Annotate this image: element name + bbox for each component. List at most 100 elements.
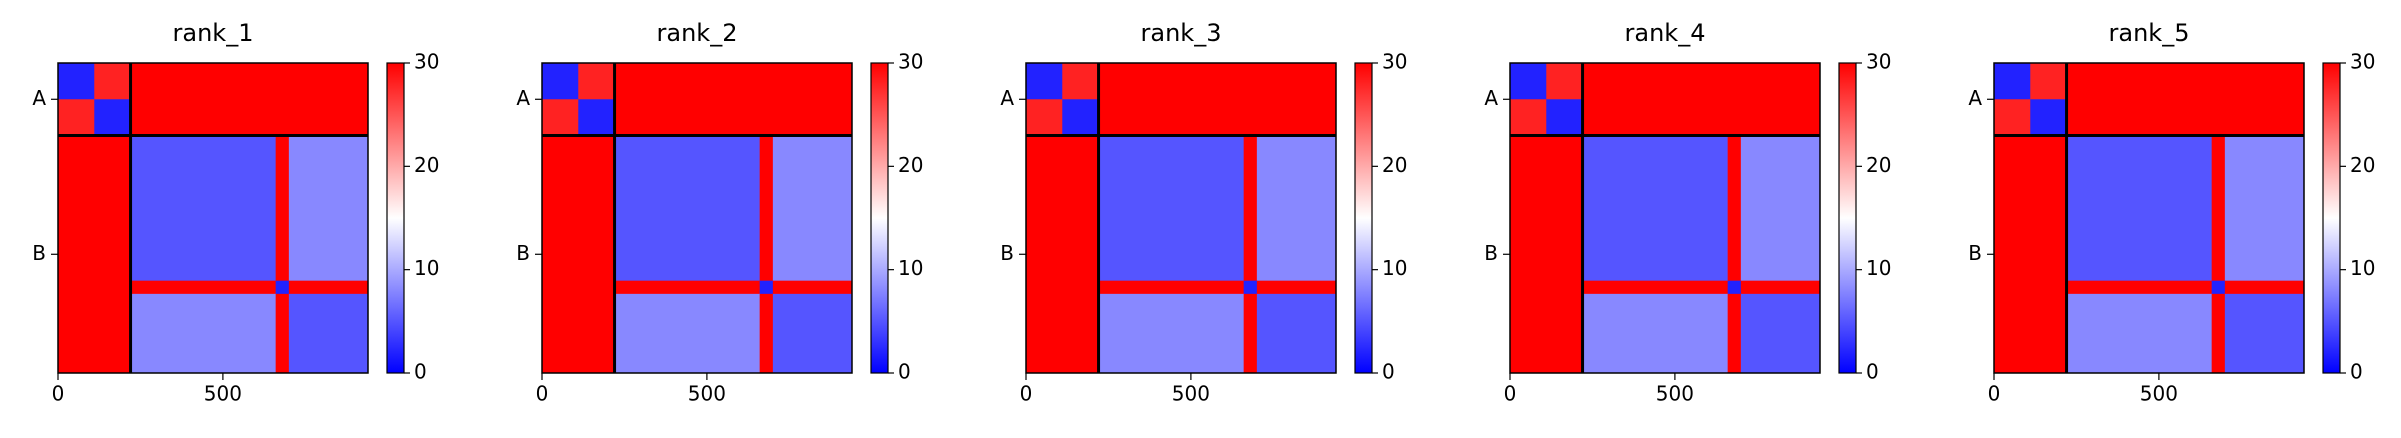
heatmap-cell xyxy=(614,63,761,100)
heatmap-cell xyxy=(130,293,277,374)
heatmap-cell xyxy=(1994,293,2031,374)
panel-title: rank_2 xyxy=(657,19,738,47)
heatmap-cell xyxy=(2030,293,2068,374)
colorbar-tick-label: 0 xyxy=(2350,360,2363,384)
colorbar xyxy=(1354,62,1373,374)
colorbar-tick-label: 20 xyxy=(414,153,439,177)
heatmap-cell xyxy=(1727,63,1742,100)
y-tick-label: A xyxy=(32,86,46,110)
heatmap-cell xyxy=(2211,293,2226,374)
heatmap-cell xyxy=(1510,280,1547,295)
colorbar xyxy=(386,62,405,374)
x-tick-label: 500 xyxy=(2140,382,2178,406)
heatmap-cell xyxy=(58,63,95,100)
plot-frame xyxy=(1993,62,2305,374)
colorbar-tick-label: 30 xyxy=(1866,50,1891,74)
colorbar-tick-label: 0 xyxy=(1866,360,1879,384)
heatmap-cell xyxy=(1098,280,1245,295)
heatmap-cell xyxy=(2211,63,2226,100)
colorbar xyxy=(870,62,889,374)
heatmap-cell xyxy=(1740,280,1821,295)
heatmap-cell xyxy=(772,293,853,374)
heatmap-cell xyxy=(1026,135,1063,282)
panel-title: rank_5 xyxy=(2109,19,2190,47)
heatmap-cell xyxy=(2224,99,2305,137)
heatmap-cell xyxy=(542,293,579,374)
heatmap-cell xyxy=(1582,135,1729,282)
x-tick-label: 500 xyxy=(1172,382,1210,406)
plot-frame xyxy=(57,62,369,374)
heatmap-cell xyxy=(1026,280,1063,295)
x-tick-label: 0 xyxy=(1504,382,1517,406)
plot-frame xyxy=(1509,62,1821,374)
heatmap-cell xyxy=(2224,293,2305,374)
heatmap-cell xyxy=(130,99,277,137)
y-tick-label: B xyxy=(516,241,530,265)
heatmap-cell xyxy=(1098,99,1245,137)
heatmap-cell xyxy=(2066,293,2213,374)
heatmap-cell xyxy=(578,63,616,100)
heatmap-cell xyxy=(1062,99,1100,137)
heatmap-cell xyxy=(2030,280,2068,295)
heatmap-cell xyxy=(1727,135,1742,282)
heatmap-cell xyxy=(58,99,95,137)
heatmap-cell xyxy=(1546,63,1584,100)
heatmap-cell xyxy=(1740,293,1821,374)
heatmap-cell xyxy=(1740,63,1821,100)
heatmap-cell xyxy=(614,280,761,295)
heatmap-cell xyxy=(1727,293,1742,374)
y-tick-label: A xyxy=(1000,86,1014,110)
heatmap-cell xyxy=(1510,135,1547,282)
x-tick-label: 0 xyxy=(1020,382,1033,406)
colorbar-tick-label: 10 xyxy=(1382,256,1407,280)
heatmap-cell xyxy=(1582,293,1729,374)
colorbar-tick-label: 20 xyxy=(1382,153,1407,177)
heatmap-cell xyxy=(759,99,774,137)
heatmap-cell xyxy=(578,135,616,282)
heatmap-cell xyxy=(275,135,290,282)
heatmap-cell xyxy=(759,135,774,282)
heatmap-cell xyxy=(1026,99,1063,137)
heatmap-cell xyxy=(2224,135,2305,282)
heatmap-cell xyxy=(1582,99,1729,137)
heatmap-cell xyxy=(275,293,290,374)
heatmap-cell xyxy=(130,280,277,295)
colorbar-tick-label: 30 xyxy=(414,50,439,74)
y-tick-label: B xyxy=(1968,241,1982,265)
heatmap-cell xyxy=(1546,135,1584,282)
heatmap-cell xyxy=(288,63,369,100)
heatmap-cell xyxy=(1243,135,1258,282)
plot-frame xyxy=(1025,62,1337,374)
heatmap-cell xyxy=(1062,280,1100,295)
heatmap-cell xyxy=(1740,135,1821,282)
colorbar-tick-label: 0 xyxy=(1382,360,1395,384)
heatmap-cell xyxy=(2066,63,2213,100)
heatmap-cell xyxy=(2066,99,2213,137)
colorbar-tick-label: 10 xyxy=(1866,256,1891,280)
heatmap-cell xyxy=(542,63,579,100)
colorbar-tick-label: 20 xyxy=(2350,153,2375,177)
x-tick-label: 500 xyxy=(204,382,242,406)
colorbar-tick-label: 20 xyxy=(1866,153,1891,177)
heatmap-cell xyxy=(1740,99,1821,137)
heatmap-cell xyxy=(578,99,616,137)
heatmap-cell xyxy=(759,63,774,100)
heatmap-cell xyxy=(275,99,290,137)
colorbar-tick-label: 30 xyxy=(2350,50,2375,74)
heatmap-cell xyxy=(2030,135,2068,282)
heatmap-cell xyxy=(1243,63,1258,100)
heatmap-cell xyxy=(1062,293,1100,374)
heatmap-cell xyxy=(1994,63,2031,100)
x-tick-label: 0 xyxy=(52,382,65,406)
plot-frame xyxy=(541,62,853,374)
heatmap-cell xyxy=(1256,280,1337,295)
heatmap-cell xyxy=(759,280,774,295)
panel-title: rank_3 xyxy=(1141,19,1222,47)
colorbar-tick-label: 10 xyxy=(414,256,439,280)
colorbar-tick-label: 10 xyxy=(898,256,923,280)
heatmap-cell xyxy=(58,293,95,374)
heatmap-cell xyxy=(130,135,277,282)
heatmap-cell xyxy=(94,293,132,374)
heatmap-cell xyxy=(1727,99,1742,137)
heatmap-cell xyxy=(1098,63,1245,100)
